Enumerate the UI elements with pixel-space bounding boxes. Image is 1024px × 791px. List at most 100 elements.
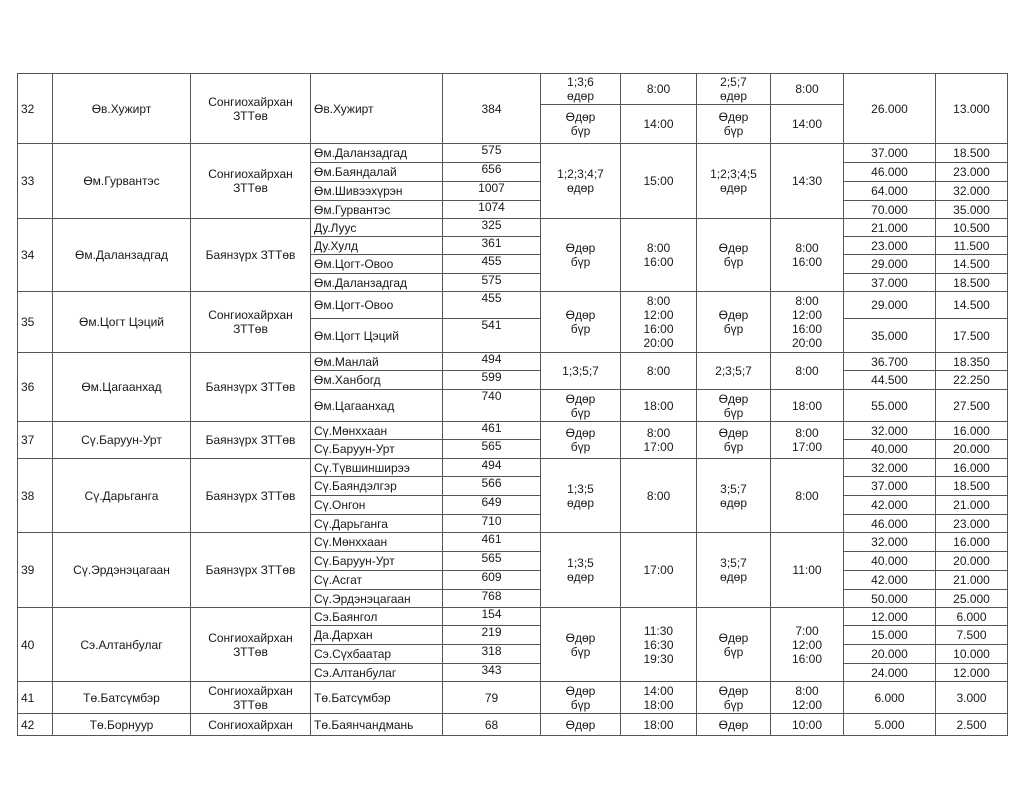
table-row: Өм.Цагаанхад 740 Өдөр бүр 18:00 Өдөр бүр 18:0…: [18, 389, 1008, 422]
operator: Сонгиохайрхан ЗТТөв: [190, 143, 311, 219]
stop-name: Өм.Цогт Цэций: [310, 318, 443, 353]
origin: Өм.Цагаанхад: [52, 352, 191, 422]
departure-time: 8:00 12:00 16:00 20:00: [620, 291, 697, 353]
distance-km: 318: [442, 644, 541, 664]
return-time: 18:00: [770, 389, 844, 422]
distance-km: 68: [442, 713, 541, 736]
fare-adult: 29.000: [843, 291, 936, 319]
return-time: 8:00 12:00: [770, 681, 844, 714]
fare-adult: 42.000: [843, 495, 936, 515]
stop-name: Сү.Мөнххаан: [310, 421, 443, 440]
fare-adult: 29.000: [843, 254, 936, 274]
table-row: Өм.Даланзадгад 575 37.000 18.500: [18, 273, 1008, 292]
distance-km: 361: [442, 236, 541, 255]
stop-name: Өм.Шивээхүрэн: [310, 181, 443, 201]
departure-time: 8:00: [620, 73, 697, 105]
return-days: Өдөр бүр: [696, 389, 771, 422]
distance-km: 455: [442, 291, 541, 319]
fare-adult: 6.000: [843, 681, 936, 714]
route-number: 32: [17, 73, 53, 144]
fare-adult: 36.700: [843, 352, 936, 371]
fare-child: 20.000: [935, 439, 1008, 459]
departure-days: 1;3;5 өдөр: [540, 532, 621, 608]
stop-name: Сү.Баяндэлгэр: [310, 476, 443, 496]
return-time: 14:00: [770, 104, 844, 144]
stop-name: Ду.Луус: [310, 218, 443, 237]
distance-km: 565: [442, 551, 541, 571]
route-number: 37: [17, 421, 53, 459]
operator: Баянзүрх ЗТТөв: [190, 532, 311, 608]
distance-km: 740: [442, 389, 541, 422]
distance-km: 494: [442, 458, 541, 477]
distance-km: 461: [442, 532, 541, 552]
fare-child: 16.000: [935, 532, 1008, 552]
distance-km: 154: [442, 607, 541, 626]
fare-child: 35.000: [935, 200, 1008, 219]
fare-adult: 40.000: [843, 439, 936, 459]
distance-km: 494: [442, 352, 541, 371]
departure-days: Өдөр бүр: [540, 421, 621, 459]
table-row: 35 Өм.Цогт Цэций Сонгиохайрхан ЗТТөв Өм.Цог…: [17, 291, 1008, 353]
fare-adult: 55.000: [843, 389, 936, 422]
stop-name: Сэ.Сүхбаатар: [310, 644, 443, 664]
fare-adult: 23.000: [843, 236, 936, 255]
route-number: 39: [17, 532, 53, 608]
table-row: 41 Тө.Батсүмбэр Сонгиохайрхан ЗТТөв Тө.Батс…: [17, 681, 1008, 714]
route-number: 40: [17, 607, 53, 682]
distance-km: 455: [442, 254, 541, 274]
stop-name: Өм.Ханбогд: [310, 370, 443, 390]
fare-adult: 24.000: [843, 663, 936, 682]
fare-child: 16.000: [935, 458, 1008, 477]
return-days: 1;2;3;4;5 өдөр: [696, 143, 771, 219]
fare-child: 16.000: [935, 421, 1008, 440]
fare-child: 18.350: [935, 352, 1008, 371]
fare-child: 13.000: [935, 73, 1008, 144]
fare-adult: 46.000: [843, 514, 936, 533]
departure-days: 1;3;5 өдөр: [540, 458, 621, 533]
return-days: 2;5;7 өдөр: [696, 73, 771, 105]
route-number: 42: [17, 713, 53, 736]
stop-name: Сү.Баруун-Урт: [310, 439, 443, 459]
return-time: 8:00 16:00: [770, 218, 844, 292]
stop-name: Тө.Батсүмбэр: [310, 681, 443, 714]
fare-child: 21.000: [935, 495, 1008, 515]
return-time: 8:00: [770, 73, 844, 105]
fare-adult: 37.000: [843, 143, 936, 163]
distance-km: 541: [442, 318, 541, 353]
table-row: 42 Тө.Борнуур Сонгиохайрхан Тө.Баянчандмань…: [17, 713, 1008, 736]
return-days: Өдөр: [696, 713, 771, 736]
fare-adult: 46.000: [843, 162, 936, 182]
fare-child: 17.500: [935, 318, 1008, 353]
route-number: 36: [17, 352, 53, 422]
fare-adult: 12.000: [843, 607, 936, 626]
stop-name: Ду.Хулд: [310, 236, 443, 255]
fare-adult: 70.000: [843, 200, 936, 219]
distance-km: 575: [442, 273, 541, 292]
table-row: 33 Өм.Гурвантэс Сонгиохайрхан ЗТТөв Өм.Дала…: [17, 143, 1008, 219]
departure-time: 8:00 17:00: [620, 421, 697, 459]
fare-child: 18.500: [935, 273, 1008, 292]
distance-km: 384: [442, 73, 541, 144]
origin: Тө.Батсүмбэр: [52, 681, 191, 714]
fare-child: 6.000: [935, 607, 1008, 626]
return-time: 7:00 12:00 16:00: [770, 607, 844, 682]
fare-adult: 44.500: [843, 370, 936, 390]
origin: Сэ.Алтанбулаг: [52, 607, 191, 682]
table-row: Сү.Онгон 649 42.000 21.000: [18, 495, 1008, 515]
origin: Өм.Цогт Цэций: [52, 291, 191, 353]
fare-adult: 42.000: [843, 570, 936, 590]
route-number: 41: [17, 681, 53, 714]
table-row: Өдөр бүр 14:00 Өдөр бүр 14:00: [18, 104, 1008, 144]
stop-name: Өм.Гурвантэс: [310, 200, 443, 219]
fare-child: 22.250: [935, 370, 1008, 390]
fare-adult: 32.000: [843, 458, 936, 477]
return-days: Өдөр бүр: [696, 218, 771, 292]
departure-time: 18:00: [620, 713, 697, 736]
table-row: 37 Сү.Баруун-Урт Баянзүрх ЗТТөв Сү.Мөнххаан…: [17, 421, 1008, 459]
stop-name: Өм.Цогт-Овоо: [310, 254, 443, 274]
departure-days: Өдөр бүр: [540, 218, 621, 292]
route-number: 38: [17, 458, 53, 533]
fare-adult: 15.000: [843, 625, 936, 645]
fare-adult: 20.000: [843, 644, 936, 664]
return-days: 3;5;7 өдөр: [696, 532, 771, 608]
